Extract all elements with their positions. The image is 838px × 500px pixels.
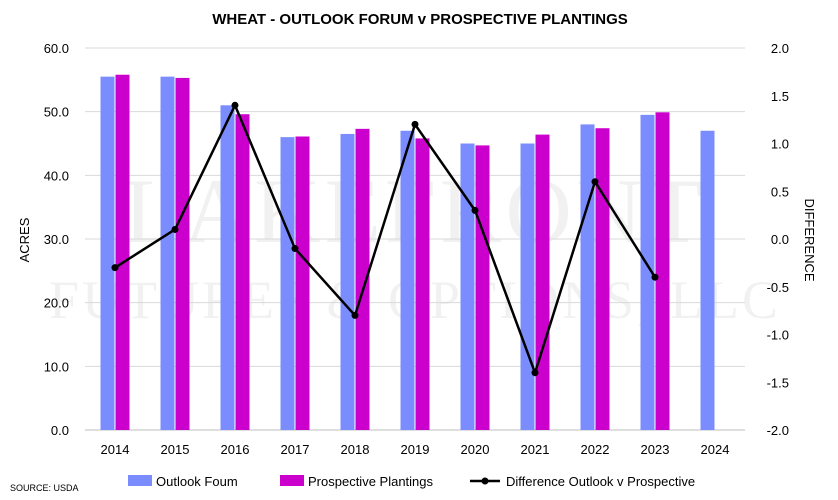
y2-axis-label: DIFFERENCE (802, 198, 817, 281)
difference-line (111, 101, 659, 377)
x-tick-label: 2014 (101, 442, 130, 457)
bar-outlook-foum (700, 130, 715, 430)
x-tick-label: 2018 (341, 442, 370, 457)
bar-prospective-plantings (235, 114, 250, 431)
y-tick-label: 30.0 (44, 232, 69, 247)
bar-prospective-plantings (355, 128, 370, 430)
bar-outlook-foum (400, 130, 415, 430)
legend-label-outlook-foum: Outlook Foum (156, 474, 238, 489)
difference-point (171, 225, 179, 233)
bar-prospective-plantings (595, 128, 610, 430)
chart-title: WHEAT - OUTLOOK FORUM v PROSPECTIVE PLAN… (212, 11, 628, 28)
difference-point (111, 264, 119, 272)
difference-point (471, 206, 479, 214)
right-axis-ticks: -2.0 -1.5 -1.0 -0.5 0.0 0.5 1.0 1.5 2.0 (767, 41, 789, 438)
bar-outlook-foum (520, 143, 535, 430)
difference-point (411, 120, 419, 128)
bar-outlook-foum (280, 137, 295, 430)
y-tick-label: 40.0 (44, 168, 69, 183)
y2-tick-label: 1.5 (771, 89, 789, 104)
difference-point (591, 178, 599, 186)
bar-outlook-foum (160, 76, 175, 431)
y2-tick-label: -0.5 (767, 280, 789, 295)
y2-tick-label: 0.5 (771, 184, 789, 199)
watermark: LAKEFRONT FUTURES & OPTIONS, LLC (49, 160, 781, 330)
legend-swatch-prospective-plantings (280, 475, 304, 486)
y-tick-label: 10.0 (44, 359, 69, 374)
x-tick-label: 2024 (701, 442, 730, 457)
bar-outlook-foum (580, 124, 595, 431)
y-tick-label: 20.0 (44, 296, 69, 311)
y2-tick-label: -1.0 (767, 328, 789, 343)
legend: Outlook Foum Prospective Plantings Differe… (128, 474, 695, 489)
left-axis-ticks: 0.0 10.0 20.0 30.0 40.0 50.0 60.0 (44, 41, 69, 438)
x-tick-label: 2023 (641, 442, 670, 457)
legend-swatch-outlook-foum (128, 475, 152, 486)
x-tick-label: 2015 (161, 442, 190, 457)
difference-line-path (114, 104, 657, 374)
source-note: SOURCE: USDA (10, 483, 79, 493)
x-tick-label: 2021 (521, 442, 550, 457)
bar-outlook-foum (640, 114, 655, 430)
difference-point (231, 101, 239, 109)
y2-tick-label: -2.0 (767, 423, 789, 438)
x-tick-label: 2020 (461, 442, 490, 457)
y-tick-label: 60.0 (44, 41, 69, 56)
x-tick-label: 2022 (581, 442, 610, 457)
difference-point (291, 245, 299, 253)
y-axis-label: ACRES (17, 217, 32, 262)
x-axis-ticks: 2014 2015 2016 2017 2018 2019 2020 2021 2022 2023… (101, 442, 730, 457)
y2-tick-label: -1.5 (767, 375, 789, 390)
y2-tick-label: 2.0 (771, 41, 789, 56)
watermark-line-2: FUTURES & OPTIONS, LLC (49, 270, 781, 330)
legend-marker-difference-outlook-v-prospective (481, 477, 489, 485)
difference-point (531, 369, 539, 377)
bars (100, 74, 715, 431)
bar-prospective-plantings (475, 145, 490, 430)
bar-outlook-foum (100, 76, 115, 431)
bar-prospective-plantings (655, 112, 670, 430)
bar-prospective-plantings (535, 134, 550, 430)
gridlines (85, 47, 745, 431)
difference-point (351, 311, 359, 319)
y-tick-label: 0.0 (51, 423, 69, 438)
bar-prospective-plantings (115, 74, 130, 431)
bar-outlook-foum (220, 105, 235, 431)
legend-label-prospective-plantings: Prospective Plantings (308, 474, 434, 489)
legend-label-difference-outlook-v-prospective: Difference Outlook v Prospective (506, 474, 695, 489)
y2-tick-label: 0.0 (771, 232, 789, 247)
y-tick-label: 50.0 (44, 105, 69, 120)
difference-point (651, 273, 659, 281)
bar-outlook-foum (340, 133, 355, 430)
bar-prospective-plantings (415, 138, 430, 430)
bar-prospective-plantings (295, 136, 310, 430)
y2-tick-label: 1.0 (771, 137, 789, 152)
x-tick-label: 2016 (221, 442, 250, 457)
x-tick-label: 2017 (281, 442, 310, 457)
bar-outlook-foum (460, 143, 475, 430)
x-tick-label: 2019 (401, 442, 430, 457)
bar-prospective-plantings (175, 77, 190, 430)
